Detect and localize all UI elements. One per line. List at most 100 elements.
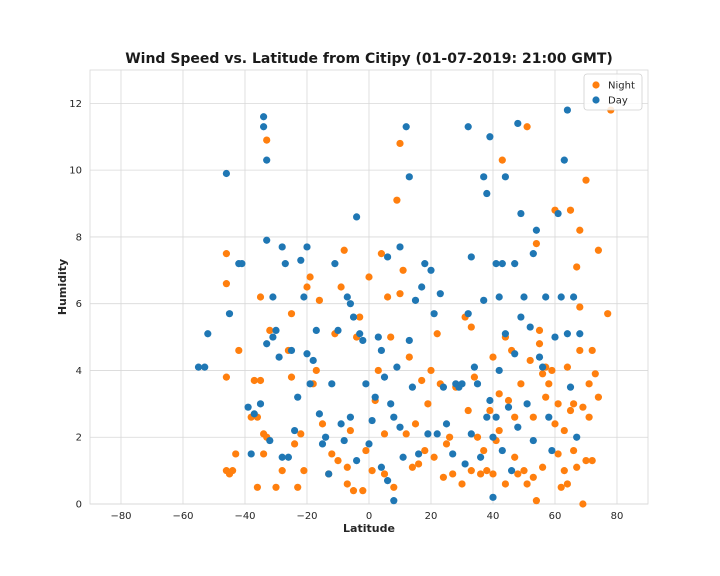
data-point bbox=[489, 353, 497, 361]
data-point bbox=[477, 453, 485, 461]
data-point bbox=[504, 403, 513, 411]
data-point bbox=[294, 483, 302, 491]
data-point bbox=[380, 373, 389, 381]
data-point bbox=[576, 346, 584, 355]
data-point bbox=[250, 376, 258, 385]
data-point bbox=[480, 173, 488, 181]
data-point bbox=[421, 446, 429, 455]
data-point bbox=[250, 410, 258, 418]
data-point bbox=[349, 313, 358, 321]
data-point bbox=[486, 406, 494, 415]
data-point bbox=[504, 396, 513, 405]
grid bbox=[89, 69, 649, 505]
data-point bbox=[362, 380, 370, 388]
data-point bbox=[235, 346, 243, 355]
data-point bbox=[303, 243, 311, 251]
data-point bbox=[495, 390, 503, 398]
data-point bbox=[297, 430, 305, 438]
data-point bbox=[201, 363, 209, 371]
data-point bbox=[263, 340, 271, 348]
legend-marker bbox=[592, 96, 600, 104]
data-point bbox=[368, 416, 376, 425]
data-point bbox=[585, 380, 593, 388]
data-point bbox=[393, 196, 401, 204]
data-point bbox=[204, 330, 212, 338]
legend: Night Day bbox=[583, 73, 643, 111]
data-point bbox=[514, 119, 522, 128]
data-point bbox=[526, 356, 534, 365]
data-point bbox=[430, 453, 438, 461]
data-point bbox=[346, 300, 354, 308]
data-point bbox=[532, 240, 541, 248]
data-point bbox=[430, 310, 438, 318]
data-point bbox=[266, 436, 274, 445]
data-point bbox=[222, 169, 230, 178]
data-point bbox=[529, 436, 537, 445]
data-point bbox=[349, 487, 358, 495]
data-point bbox=[260, 123, 268, 131]
data-point bbox=[442, 420, 451, 428]
data-point bbox=[480, 446, 488, 455]
data-point bbox=[359, 336, 367, 345]
data-point bbox=[535, 340, 544, 348]
data-point bbox=[473, 433, 482, 441]
data-point bbox=[492, 413, 500, 421]
data-point bbox=[573, 263, 581, 271]
y-tick-label: 4 bbox=[76, 366, 82, 377]
data-point bbox=[322, 433, 330, 441]
data-points bbox=[194, 106, 615, 508]
data-point bbox=[498, 156, 506, 164]
data-point bbox=[529, 473, 537, 481]
data-point bbox=[390, 413, 398, 421]
data-point bbox=[489, 470, 497, 478]
data-point bbox=[529, 413, 537, 421]
data-point bbox=[294, 393, 302, 401]
data-point bbox=[436, 290, 444, 298]
data-point bbox=[433, 330, 441, 338]
data-point bbox=[501, 330, 509, 338]
data-point bbox=[396, 423, 404, 431]
x-tick-label: 80 bbox=[611, 511, 624, 522]
data-point bbox=[256, 400, 265, 408]
data-point bbox=[523, 123, 531, 131]
data-point bbox=[520, 293, 528, 301]
data-point bbox=[517, 380, 525, 388]
data-point bbox=[557, 293, 565, 301]
data-point bbox=[194, 363, 203, 371]
data-point bbox=[408, 463, 416, 471]
data-point bbox=[551, 333, 559, 341]
data-point bbox=[486, 396, 494, 405]
data-point bbox=[396, 243, 404, 251]
data-point bbox=[563, 106, 572, 114]
x-tick-label: 20 bbox=[425, 511, 438, 522]
data-point bbox=[306, 380, 314, 388]
data-point bbox=[424, 430, 432, 438]
data-point bbox=[492, 260, 500, 268]
series-night bbox=[222, 106, 615, 508]
data-point bbox=[467, 253, 475, 261]
data-point bbox=[570, 400, 578, 408]
data-point bbox=[535, 353, 544, 361]
data-point bbox=[315, 296, 323, 304]
data-point bbox=[402, 430, 410, 438]
data-point bbox=[511, 260, 519, 268]
data-point bbox=[446, 433, 454, 441]
x-tick-label: −60 bbox=[172, 511, 193, 522]
data-point bbox=[495, 366, 503, 375]
data-point bbox=[566, 406, 575, 415]
data-point bbox=[548, 366, 556, 375]
series-day bbox=[194, 106, 584, 505]
data-point bbox=[368, 467, 376, 475]
data-point bbox=[229, 467, 237, 475]
y-tick-label: 12 bbox=[69, 99, 82, 110]
data-point bbox=[511, 350, 519, 358]
data-point bbox=[272, 326, 280, 334]
data-point bbox=[461, 460, 469, 468]
data-point bbox=[582, 457, 590, 465]
data-point bbox=[470, 373, 478, 381]
data-point bbox=[337, 283, 345, 291]
data-point bbox=[501, 480, 509, 488]
data-point bbox=[532, 226, 541, 234]
data-point bbox=[384, 293, 392, 301]
